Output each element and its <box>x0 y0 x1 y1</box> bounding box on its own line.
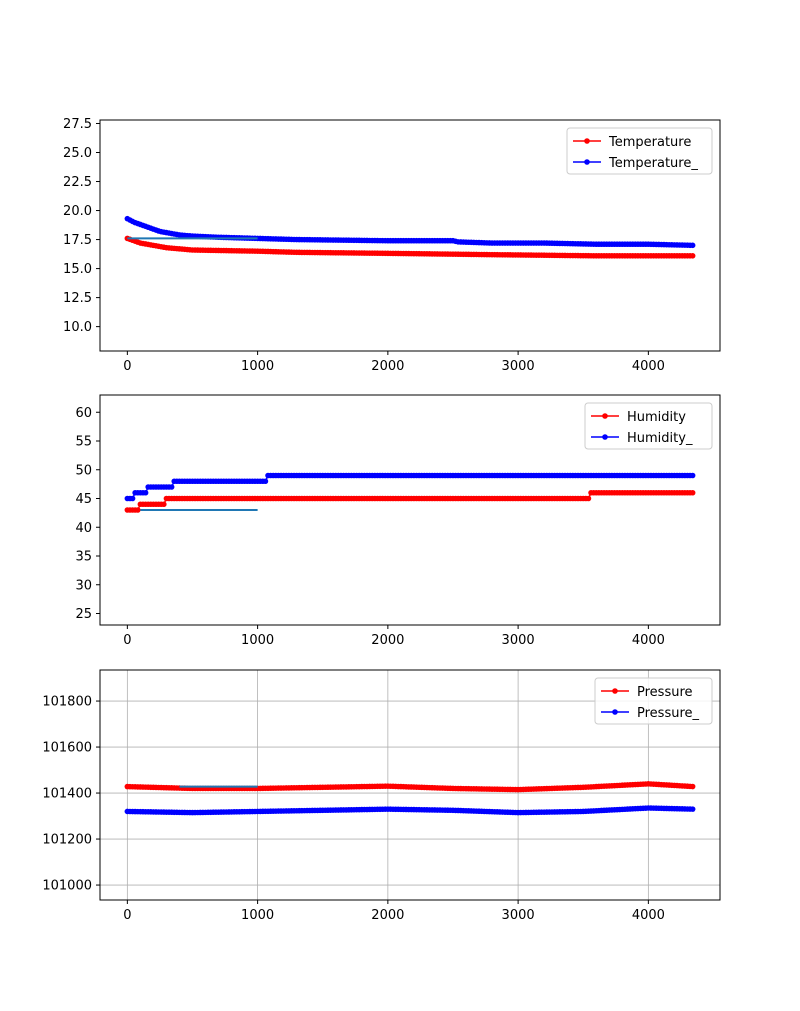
data-point <box>689 783 696 790</box>
y-tick-label: 27.5 <box>63 117 92 132</box>
data-point <box>689 806 696 812</box>
y-tick-label: 30 <box>75 578 92 593</box>
plot-area <box>124 215 696 259</box>
data-point <box>689 242 696 249</box>
plot-area <box>124 781 696 816</box>
data-point <box>262 478 269 485</box>
y-tick-label: 17.5 <box>63 233 92 248</box>
legend-label: Temperature_ <box>608 156 698 171</box>
data-point <box>129 495 136 502</box>
legend-label: Humidity <box>627 410 686 425</box>
y-tick-label: 10.0 <box>63 320 92 335</box>
series-line <box>127 492 693 511</box>
data-point <box>161 501 167 508</box>
data-point <box>168 484 175 490</box>
chart-panel-3: 0 1000 2000 3000 4000 101000 101200 101400 10160… <box>42 669 721 923</box>
y-tick-label: 101000 <box>42 879 92 894</box>
series-temperature_ <box>124 215 696 249</box>
legend-swatch-marker <box>602 413 608 419</box>
data-point <box>142 489 149 496</box>
data-point <box>585 495 592 502</box>
x-tick-label: 0 <box>123 633 131 648</box>
x-tick-label: 1000 <box>241 359 274 374</box>
axes-frame <box>99 394 721 626</box>
y-tick-label: 101400 <box>42 787 92 802</box>
x-tick-label: 3000 <box>502 908 535 923</box>
legend-swatch-marker <box>584 159 590 165</box>
legend-label: Temperature <box>608 135 691 150</box>
x-tick-label: 3000 <box>502 359 535 374</box>
legend-swatch-marker <box>612 688 618 694</box>
legend-label: Pressure <box>637 685 693 700</box>
y-tick-label: 25.0 <box>63 146 92 161</box>
data-point <box>689 472 696 479</box>
legend: Pressure Pressure_ <box>594 677 713 725</box>
data-point <box>689 489 696 496</box>
x-tick-label: 0 <box>123 908 131 923</box>
y-tick-label: 35 <box>75 550 92 565</box>
data-point <box>134 507 141 513</box>
series-humidity <box>124 489 696 513</box>
y-tick-label: 20.0 <box>63 204 92 219</box>
x-tick-label: 3000 <box>502 633 535 648</box>
x-tick-label: 2000 <box>371 633 404 648</box>
legend-label: Pressure_ <box>637 706 700 721</box>
chart-panel-2: 0 1000 2000 3000 4000 25 30 35 40 45 50 55 60 Humidit… <box>75 394 721 648</box>
chart-panel-1: 0 1000 2000 3000 4000 10.0 12.5 15.0 17.5 20.0 22.… <box>63 117 721 374</box>
x-tick-label: 4000 <box>632 359 665 374</box>
data-point <box>689 253 696 259</box>
series-temperature <box>124 235 696 259</box>
x-tick-label: 0 <box>123 359 131 374</box>
plot-area <box>124 472 696 513</box>
x-tick-label: 4000 <box>632 908 665 923</box>
legend: Humidity Humidity_ <box>584 402 713 450</box>
legend-swatch-marker <box>612 709 618 715</box>
y-tick-label: 12.5 <box>63 291 92 306</box>
legend-swatch-marker <box>602 434 608 440</box>
legend: Temperature Temperature_ <box>566 127 713 175</box>
y-tick-label: 25 <box>75 607 92 622</box>
series-humidity_ <box>124 472 696 502</box>
axes-frame <box>99 669 721 901</box>
axes-frame <box>99 119 721 352</box>
y-tick-label: 40 <box>75 521 92 536</box>
x-tick-label: 2000 <box>371 908 404 923</box>
y-tick-label: 101600 <box>42 741 92 756</box>
legend-label: Humidity_ <box>627 431 693 446</box>
y-tick-label: 15.0 <box>63 262 92 277</box>
x-tick-label: 4000 <box>632 633 665 648</box>
legend-swatch-marker <box>584 138 590 144</box>
x-tick-label: 1000 <box>241 908 274 923</box>
series-pressure_ <box>124 805 696 816</box>
y-tick-label: 45 <box>75 492 92 507</box>
y-tick-label: 101800 <box>42 695 92 710</box>
legend-box <box>566 127 713 175</box>
y-tick-label: 55 <box>75 435 92 450</box>
series-pressure <box>124 781 696 793</box>
x-tick-label: 2000 <box>371 359 404 374</box>
x-tick-label: 1000 <box>241 633 274 648</box>
y-tick-label: 50 <box>75 463 92 478</box>
y-tick-label: 60 <box>75 406 92 421</box>
y-tick-label: 22.5 <box>63 175 92 190</box>
y-tick-label: 101200 <box>42 833 92 848</box>
